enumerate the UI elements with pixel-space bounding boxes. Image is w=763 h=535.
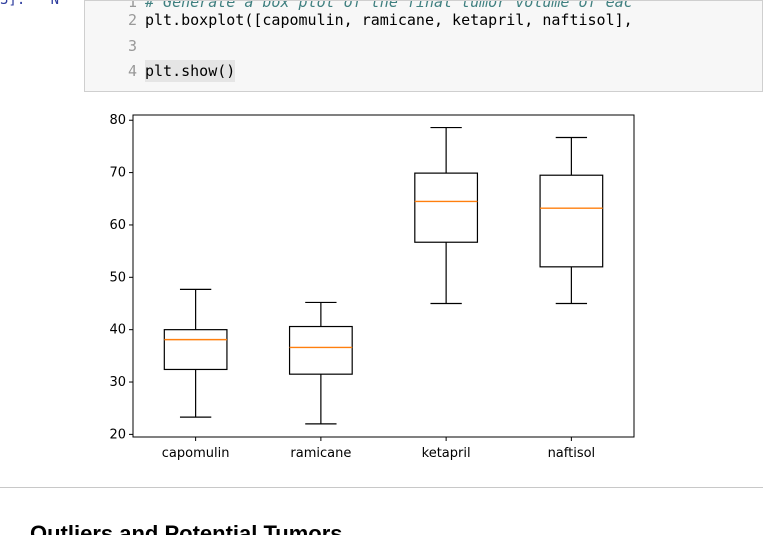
box [288,325,353,375]
x-tick-label: ramicane [290,446,351,461]
y-tick-label: 30 [109,375,126,390]
code-line-1: 1 # Generate a box plot of the final tum… [127,0,633,11]
cell-divider [0,487,763,488]
cell-prompt: 3]: N [0,0,60,8]
y-tick-label: 20 [109,427,126,442]
x-tick-label: capomulin [162,446,230,461]
box [414,172,479,243]
y-tick-label: 60 [109,218,126,233]
code-cell[interactable]: 1 # Generate a box plot of the final tum… [84,0,763,92]
code-line-2: 2 plt.boxplot([capomulin, ramicane, keta… [127,11,633,29]
y-tick-label: 50 [109,270,126,285]
output-area: 20 30 40 50 60 70 80 capomulin ramicane ketapril n… [84,92,763,472]
boxplot-chart: 20 30 40 50 60 70 80 capomulin ramicane ketapril n… [109,113,635,461]
y-tick-label: 40 [109,323,126,338]
box [163,329,228,371]
plot-frame [132,114,635,438]
y-tick-label: 80 [109,113,126,128]
markdown-heading: Outliers and Potential Tumors [30,521,343,535]
code-line-3: 3 [127,37,137,55]
box [539,174,604,268]
x-tick-label: naftisol [548,446,596,461]
y-tick-label: 70 [109,166,126,181]
code-line-4: 4 plt.show() [127,60,236,82]
x-tick-label: ketapril [422,446,471,461]
